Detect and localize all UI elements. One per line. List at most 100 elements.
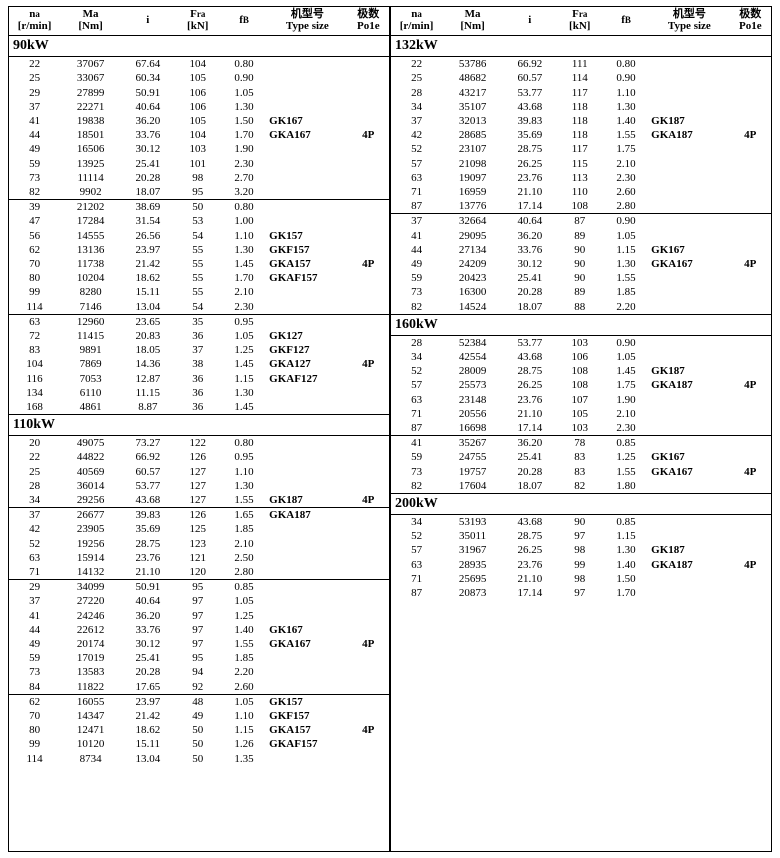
- cell: 82: [391, 479, 442, 494]
- pole: [730, 142, 771, 156]
- cell: 52: [9, 537, 60, 551]
- type-size: [649, 529, 729, 543]
- table-row: 293409950.91950.85: [9, 580, 389, 595]
- cell: 7869: [60, 357, 121, 371]
- table-row: 801247118.62501.15GKA1574P: [9, 723, 389, 737]
- cell: 7146: [60, 300, 121, 315]
- table-row: 801020418.62551.70GKAF157: [9, 271, 389, 285]
- cell: 82: [391, 300, 442, 315]
- type-size: [649, 335, 729, 350]
- pole: [348, 400, 389, 415]
- cell: 105: [557, 407, 603, 421]
- cell: 53.77: [121, 479, 175, 493]
- cell: 118: [557, 128, 603, 142]
- cell: 23.76: [503, 393, 557, 407]
- cell: 22: [9, 450, 60, 464]
- cell: 0.90: [603, 71, 649, 85]
- type-size: [649, 436, 729, 451]
- cell: 1.05: [603, 350, 649, 364]
- cell: 103: [557, 421, 603, 436]
- cell: 107: [557, 393, 603, 407]
- cell: 20.28: [503, 465, 557, 479]
- pole: [730, 199, 771, 214]
- cell: 1.70: [603, 586, 649, 600]
- type-size: GK187: [267, 493, 347, 508]
- type-size: GK167: [649, 243, 729, 257]
- type-size: [649, 229, 729, 243]
- cell: 63: [391, 171, 442, 185]
- cell: 53786: [442, 57, 503, 72]
- cell: 115: [557, 157, 603, 171]
- cell: 18.07: [121, 185, 175, 200]
- cell: 94: [175, 665, 221, 679]
- cell: 13.04: [121, 300, 175, 315]
- pole: [348, 651, 389, 665]
- table-row: 114714613.04542.30: [9, 300, 389, 315]
- cell: 50.91: [121, 580, 175, 595]
- cell: 113: [557, 171, 603, 185]
- type-size: [649, 479, 729, 494]
- left-tbody: 90kW223706767.641040.80253306760.341050.…: [9, 36, 389, 766]
- cell: 106: [557, 350, 603, 364]
- cell: 28: [391, 86, 442, 100]
- pole: [348, 737, 389, 751]
- cell: 50: [175, 737, 221, 751]
- cell: 1.05: [221, 86, 267, 100]
- type-size: [267, 436, 347, 451]
- table-row: 373201339.831181.40GK187: [391, 114, 771, 128]
- table-row: 871377617.141082.80: [391, 199, 771, 214]
- cell: 31967: [442, 543, 503, 557]
- cell: 83: [9, 343, 60, 357]
- cell: 12471: [60, 723, 121, 737]
- pole: [730, 229, 771, 243]
- cell: 0.90: [603, 214, 649, 229]
- cell: 1.25: [603, 450, 649, 464]
- cell: 29256: [60, 493, 121, 508]
- pole: [348, 229, 389, 243]
- page: na[r/min]Ma[Nm]iFra[kN]fB机型号Type size极数P…: [0, 0, 780, 858]
- cell: 2.20: [603, 300, 649, 315]
- cell: 24755: [442, 450, 503, 464]
- cell: 60.57: [503, 71, 557, 85]
- type-size: [649, 271, 729, 285]
- cell: 1.30: [603, 543, 649, 557]
- table-row: 621605523.97481.05GK157: [9, 694, 389, 709]
- cell: 1.55: [221, 637, 267, 651]
- cell: 18.62: [121, 723, 175, 737]
- type-size: GKA167: [649, 257, 729, 271]
- table-row: 254056960.571271.10: [9, 465, 389, 479]
- cell: 34: [391, 100, 442, 114]
- cell: 19256: [60, 537, 121, 551]
- type-size: [267, 551, 347, 565]
- type-size: [267, 300, 347, 315]
- cell: 97: [557, 586, 603, 600]
- cell: 36.20: [121, 609, 175, 623]
- pole: [730, 450, 771, 464]
- type-size: [649, 142, 729, 156]
- cell: 1.50: [603, 572, 649, 586]
- pole: [730, 157, 771, 171]
- cell: 126: [175, 508, 221, 523]
- table-row: 83989118.05371.25GKF127: [9, 343, 389, 357]
- cell: 39.83: [503, 114, 557, 128]
- pole: [348, 465, 389, 479]
- cell: 49: [175, 709, 221, 723]
- type-size: [649, 421, 729, 436]
- table-row: 711695921.101102.60: [391, 185, 771, 199]
- cell: 44: [391, 243, 442, 257]
- cell: 21.42: [121, 257, 175, 271]
- cell: 27899: [60, 86, 121, 100]
- type-size: [267, 565, 347, 580]
- cell: 90: [557, 243, 603, 257]
- cell: 18.07: [503, 479, 557, 494]
- cell: 25695: [442, 572, 503, 586]
- cell: 25: [9, 71, 60, 85]
- cell: 15.11: [121, 737, 175, 751]
- cell: 28935: [442, 558, 503, 572]
- right-panel: na[r/min]Ma[Nm]iFra[kN]fB机型号Type size极数P…: [390, 6, 772, 852]
- cell: 55: [175, 271, 221, 285]
- cell: 63: [391, 393, 442, 407]
- table-row: 132kW: [391, 36, 771, 57]
- cell: 117: [557, 86, 603, 100]
- table-row: 422868535.691181.55GKA1874P: [391, 128, 771, 142]
